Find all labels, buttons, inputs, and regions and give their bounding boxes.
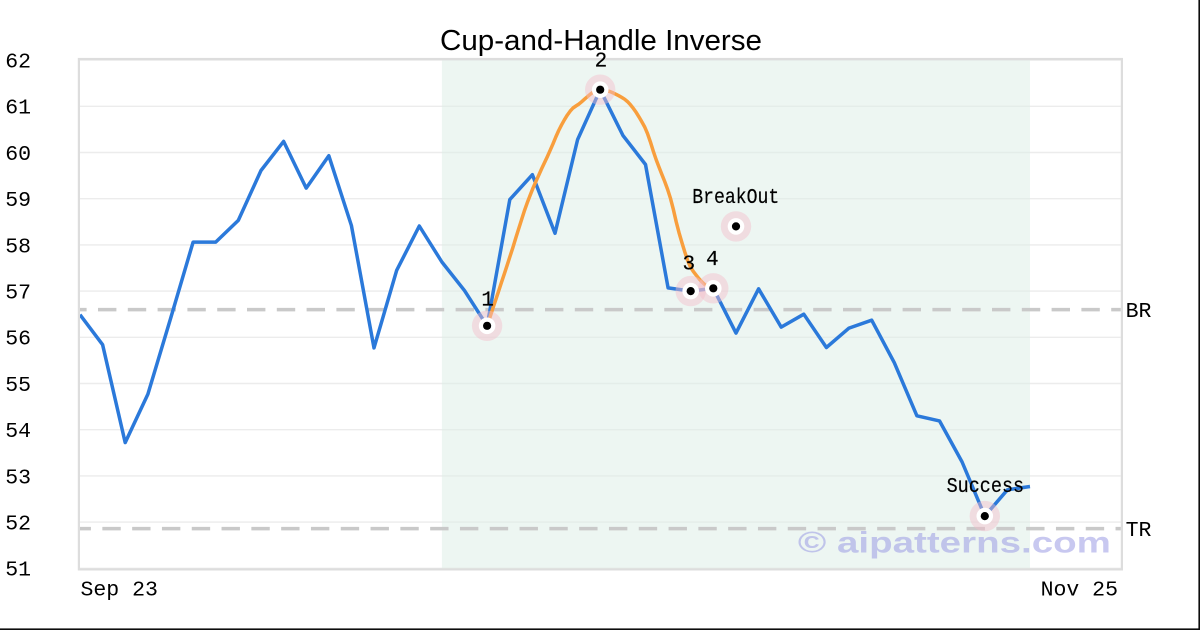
svg-text:4: 4	[706, 249, 719, 272]
svg-text:58: 58	[5, 235, 31, 259]
svg-text:51: 51	[5, 559, 31, 583]
svg-text:1: 1	[481, 290, 494, 313]
svg-text:55: 55	[5, 374, 31, 398]
svg-text:2: 2	[595, 50, 608, 73]
svg-text:3: 3	[683, 253, 696, 276]
svg-text:TR: TR	[1126, 519, 1152, 543]
svg-text:53: 53	[5, 466, 31, 490]
svg-text:Success: Success	[947, 476, 1025, 499]
svg-text:© aipatterns.com: © aipatterns.com	[798, 527, 1111, 560]
svg-text:61: 61	[5, 97, 31, 121]
svg-text:57: 57	[5, 282, 31, 306]
svg-text:BreakOut: BreakOut	[692, 187, 779, 210]
svg-text:Nov 25: Nov 25	[1041, 578, 1118, 602]
svg-text:Cup-and-Handle Inverse: Cup-and-Handle Inverse	[440, 25, 762, 57]
svg-text:59: 59	[5, 189, 31, 213]
svg-text:BR: BR	[1126, 300, 1152, 324]
svg-text:62: 62	[5, 51, 31, 75]
svg-text:54: 54	[5, 420, 31, 444]
svg-text:Sep 23: Sep 23	[81, 578, 158, 602]
svg-text:56: 56	[5, 328, 31, 352]
svg-text:60: 60	[5, 143, 31, 167]
svg-text:52: 52	[5, 513, 31, 537]
